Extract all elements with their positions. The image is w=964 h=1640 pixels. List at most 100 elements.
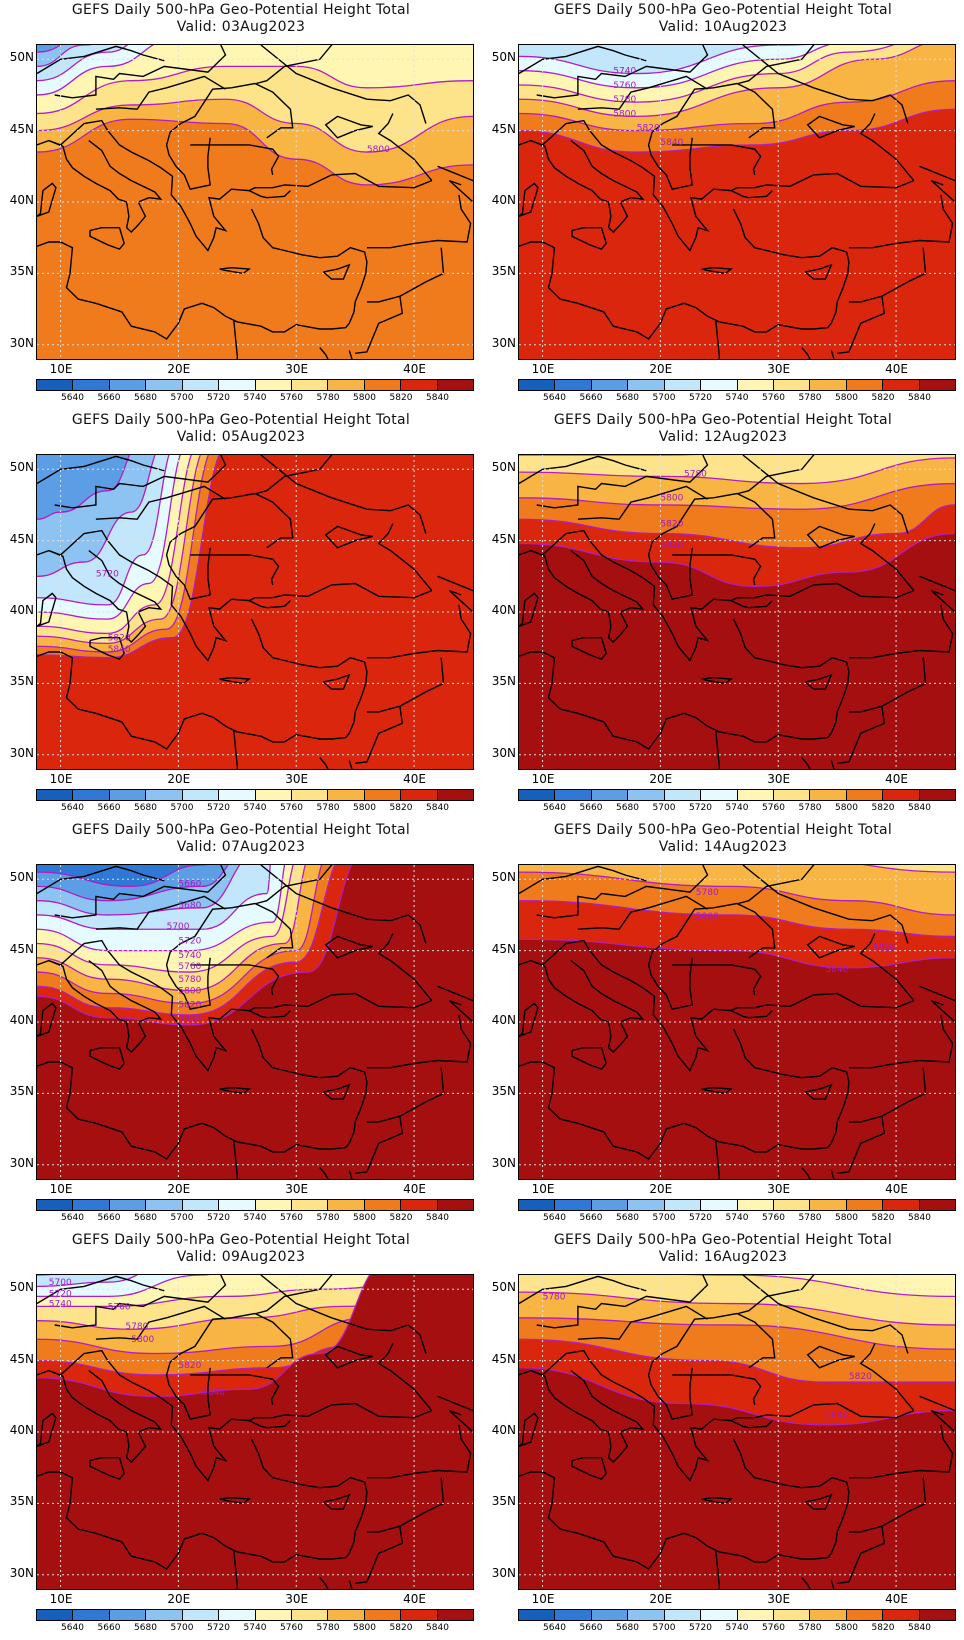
contour-line xyxy=(519,1291,955,1326)
colorbar-swatch xyxy=(554,380,591,390)
coastline xyxy=(647,902,776,1011)
x-tick-label: 10E xyxy=(531,1592,555,1606)
colorbar-label: 5700 xyxy=(170,1623,194,1633)
coastline xyxy=(437,165,473,182)
coastline xyxy=(519,182,539,217)
y-tick-label: 45N xyxy=(9,1351,34,1366)
coastline xyxy=(730,189,773,199)
colorbar-swatch xyxy=(845,1610,883,1620)
colorbar-swatch xyxy=(663,380,701,390)
contour-line xyxy=(37,455,156,577)
coastline xyxy=(324,935,373,959)
colorbar-label: 5800 xyxy=(353,393,376,403)
coastline xyxy=(730,1009,773,1019)
colorbar-swatch xyxy=(436,790,474,800)
x-tick-label: 20E xyxy=(649,772,673,786)
coastline xyxy=(930,179,955,203)
contour-label: 5780 xyxy=(696,888,719,898)
coastline xyxy=(256,865,333,905)
colorbar-label: 5720 xyxy=(207,803,230,813)
coastline xyxy=(570,960,645,1053)
coastline xyxy=(89,227,125,250)
colorbar-swatch xyxy=(627,380,664,390)
y-tick-label: 40N xyxy=(9,193,34,207)
colorbar-label: 5780 xyxy=(798,393,822,403)
coastline xyxy=(801,1167,811,1179)
colorbar-swatch xyxy=(809,1200,846,1210)
colorbar-swatch xyxy=(845,790,883,800)
contour-line xyxy=(37,455,210,653)
colorbar-swatch xyxy=(145,790,182,800)
coastline xyxy=(260,1275,427,1354)
coastline xyxy=(165,1312,294,1421)
coastline xyxy=(322,1493,351,1510)
panel-title: GEFS Daily 500-hPa Geo-Potential Height … xyxy=(553,2,893,18)
coastline xyxy=(738,45,815,85)
contour-line xyxy=(519,482,955,510)
colorbar-swatch xyxy=(809,790,846,800)
x-tick-label: 40E xyxy=(885,772,908,786)
colorbar xyxy=(518,379,956,391)
height-band xyxy=(519,939,955,1179)
y-tick-label: 45N xyxy=(491,531,516,546)
contour-line xyxy=(37,45,93,68)
contour-line xyxy=(519,871,955,916)
coastline xyxy=(355,705,404,764)
coastline xyxy=(48,549,130,638)
coastline xyxy=(348,1580,353,1589)
contour-label: 5840 xyxy=(202,1388,225,1398)
panel-valid-date: Valid: 07Aug2023 xyxy=(176,839,306,855)
y-tick-label: 30N xyxy=(491,335,516,350)
colorbar-swatch xyxy=(37,790,73,800)
coastline xyxy=(730,1419,773,1429)
coastline xyxy=(437,985,473,1002)
colorbar-label: 5840 xyxy=(908,1623,931,1633)
colorbar-swatch xyxy=(809,380,846,390)
y-tick-label: 40N xyxy=(491,193,516,207)
coastline xyxy=(804,1083,833,1100)
coastline xyxy=(859,523,915,592)
y-tick-label: 30N xyxy=(491,745,516,760)
colorbar-swatch xyxy=(290,790,328,800)
contour-label: 5840 xyxy=(660,138,683,148)
colorbar-swatch xyxy=(218,1610,255,1620)
coastline xyxy=(37,865,165,895)
x-tick-label: 20E xyxy=(167,362,191,376)
coastline xyxy=(530,549,612,638)
colorbar-swatch xyxy=(809,1610,846,1620)
y-tick-label: 35N xyxy=(9,674,34,689)
coastline xyxy=(37,939,433,1072)
colorbar-swatch xyxy=(72,790,109,800)
x-tick-label: 20E xyxy=(649,1182,673,1196)
coastline xyxy=(830,1580,835,1589)
x-tick-label: 10E xyxy=(49,772,73,786)
colorbar-label: 5820 xyxy=(871,1623,895,1633)
contour-label: 5820 xyxy=(178,1361,201,1371)
coastline xyxy=(219,676,252,685)
contour-line xyxy=(519,1367,955,1426)
y-tick-label: 40N xyxy=(9,1013,34,1027)
contour-label: 5680 xyxy=(178,901,201,911)
colorbar-swatch xyxy=(108,790,146,800)
contour-label: 5700 xyxy=(167,922,190,932)
coastline xyxy=(701,1496,734,1505)
contour-line xyxy=(519,45,831,89)
y-tick-label: 50N xyxy=(491,1280,516,1295)
contour-line xyxy=(37,455,202,645)
panel-title: GEFS Daily 500-hPa Geo-Potential Height … xyxy=(553,822,893,838)
contour-label: 5800 xyxy=(367,145,390,155)
map-panel: GEFS Daily 500-hPa Geo-Potential Height … xyxy=(0,1230,482,1640)
coastline xyxy=(219,1086,252,1095)
colorbar-label: 5640 xyxy=(61,1213,84,1223)
colorbar-swatch xyxy=(700,790,737,800)
coastline xyxy=(366,194,472,249)
coastline xyxy=(88,960,163,1053)
colorbar xyxy=(518,789,956,801)
coastline xyxy=(88,1370,163,1463)
coastline xyxy=(89,1457,125,1480)
colorbar-swatch xyxy=(254,790,291,800)
contour-label: 5820 xyxy=(849,1372,872,1382)
coastline xyxy=(672,964,762,996)
colorbar-label: 5720 xyxy=(689,393,712,403)
colorbar-label: 5760 xyxy=(762,803,785,813)
